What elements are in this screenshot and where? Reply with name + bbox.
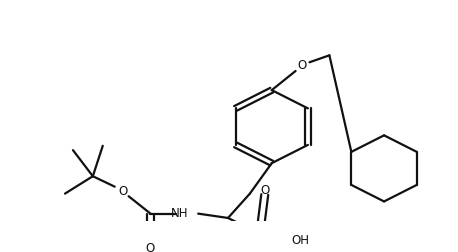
Text: O: O bbox=[118, 185, 127, 198]
Text: O: O bbox=[297, 59, 306, 72]
Text: OH: OH bbox=[292, 234, 310, 247]
Text: O: O bbox=[260, 184, 269, 197]
Text: NH: NH bbox=[171, 207, 188, 220]
Text: O: O bbox=[146, 241, 155, 252]
